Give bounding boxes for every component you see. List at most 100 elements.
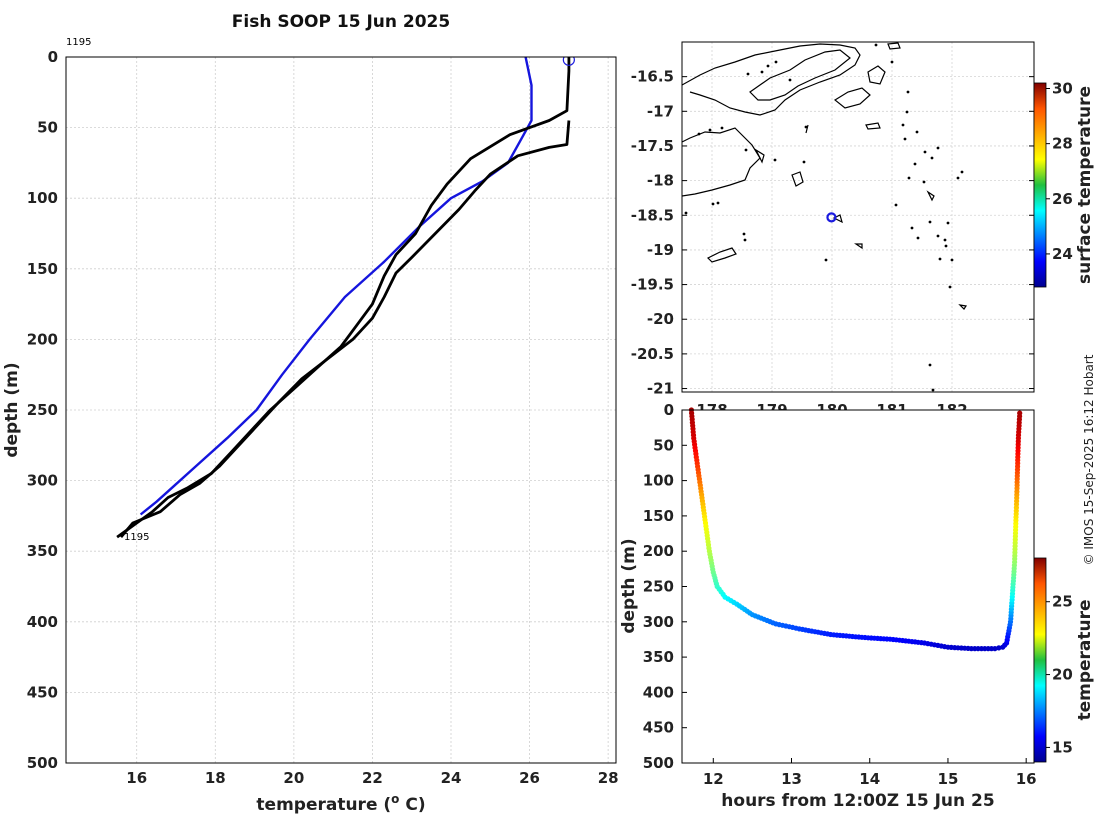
coastline-vanua-levu <box>749 49 851 101</box>
profile-ytick-label: 500 <box>27 754 58 772</box>
small-island <box>684 211 688 215</box>
small-island <box>697 132 701 136</box>
profile-panel: Fish SOOP 15 Jun 2025 16 18 20 22 24 26 280501… <box>2 12 619 815</box>
small-island <box>760 70 764 74</box>
section-ytick-label: 400 <box>643 683 674 701</box>
profile-annotation-bottom: 1195 <box>124 532 149 543</box>
map-colorbar-label: surface temperature <box>1075 86 1095 284</box>
small-island <box>773 158 777 162</box>
small-island <box>903 137 907 141</box>
coastline-kadavu <box>706 247 737 263</box>
map-ytick-label: -18 <box>647 172 674 190</box>
map-colorbar <box>1033 82 1047 288</box>
map-colorbar-tick-label: 30 <box>1052 80 1073 98</box>
profile-lines <box>116 57 575 539</box>
section-colorbar-tick-label: 15 <box>1052 738 1073 756</box>
section-xtick-label: 14 <box>859 770 880 788</box>
small-island <box>946 221 950 225</box>
track-point <box>992 646 998 652</box>
small-island <box>913 162 917 166</box>
map-ytick-label: -19.5 <box>631 276 674 294</box>
profile-xtick-label: 22 <box>362 769 383 787</box>
profile-ytick-label: 100 <box>27 189 58 207</box>
coastline-koro <box>791 171 804 187</box>
small-island <box>766 64 770 68</box>
small-island <box>901 123 905 127</box>
small-island <box>956 176 960 180</box>
profile-ytick-label: 450 <box>27 683 58 701</box>
profile-xtick-label: 28 <box>598 769 619 787</box>
section-colorbar-label: temperature <box>1075 599 1095 720</box>
small-island <box>931 388 935 392</box>
section-ytick-label: 0 <box>664 401 674 419</box>
map-plot-area <box>682 42 1034 392</box>
track-point <box>1017 410 1023 416</box>
chart-title: Fish SOOP 15 Jun 2025 <box>232 12 450 32</box>
profile-annotation-top: 1195 <box>66 37 91 48</box>
profile-ytick-label: 0 <box>48 48 58 66</box>
profile-ytick-label: 300 <box>27 472 58 490</box>
small-island <box>936 234 940 238</box>
small-island <box>874 43 878 47</box>
map-ytick-label: -21 <box>647 380 674 398</box>
section-plot-area <box>682 410 1034 763</box>
small-island <box>742 232 746 236</box>
series-line-climatology <box>139 57 533 516</box>
small-island <box>928 220 932 224</box>
map-colorbar-ticks: 24 26 28 30 <box>1046 80 1073 263</box>
small-island <box>720 126 724 130</box>
track-point <box>996 645 1002 651</box>
section-ticks: 12 13 14 15 16 0 50 100 150 200 250 300 350 400 450 500 <box>643 401 1037 788</box>
small-island <box>743 238 747 242</box>
coastline-vanua-levu-reef <box>682 43 861 116</box>
section-ytick-label: 150 <box>643 507 674 525</box>
section-track <box>688 407 1023 652</box>
coastline-island-a <box>867 65 886 85</box>
map-colorbar-tick-label: 26 <box>1052 190 1073 208</box>
section-xtick-label: 13 <box>781 770 802 788</box>
section-ytick-label: 300 <box>643 613 674 631</box>
coastline-island-g <box>958 304 968 310</box>
small-island <box>944 244 948 248</box>
small-island <box>746 72 750 76</box>
profile-ytick-label: 250 <box>27 401 58 419</box>
map-ytick-label: -17 <box>647 102 674 120</box>
profile-xtick-label: 26 <box>519 769 540 787</box>
map-colorbar-tick-label: 28 <box>1052 135 1073 153</box>
surface-marker <box>562 57 575 66</box>
section-ytick-label: 100 <box>643 472 674 490</box>
small-island <box>943 238 947 242</box>
profile-plot-area <box>66 57 616 763</box>
profile-axes-box <box>65 56 617 764</box>
map-colorbar-tick-label: 24 <box>1052 245 1073 263</box>
small-island <box>708 128 712 132</box>
profile-xtick-label: 18 <box>205 769 226 787</box>
profile-grid <box>66 56 616 764</box>
map-ytick-label: -16.5 <box>631 68 674 86</box>
series-line-profile-down <box>116 57 571 539</box>
profile-xtick-label: 24 <box>441 769 462 787</box>
small-island <box>960 170 964 174</box>
map-coastlines <box>682 42 968 310</box>
profile-ylabel: depth (m) <box>2 362 22 457</box>
small-island <box>950 258 954 262</box>
small-island <box>948 285 952 289</box>
coastline-island-d <box>832 214 843 224</box>
section-ytick-label: 500 <box>643 754 674 772</box>
small-island <box>711 202 715 206</box>
small-island <box>938 257 942 261</box>
section-ytick-label: 50 <box>653 436 674 454</box>
profile-ytick-label: 400 <box>27 613 58 631</box>
section-ytick-label: 350 <box>643 648 674 666</box>
small-island <box>915 130 919 134</box>
small-island <box>788 78 792 82</box>
small-island <box>802 160 806 164</box>
small-island <box>890 60 894 64</box>
coastline-island-c <box>865 122 881 130</box>
map-ytick-label: -19 <box>647 241 674 259</box>
section-ytick-label: 250 <box>643 578 674 596</box>
small-island <box>716 201 720 205</box>
credit-text: © IMOS 15-Sep-2025 16:12 Hobart <box>1082 354 1096 565</box>
map-panel: -16.5 -17 -17.5 -18 -18.5 -19 -19.5 -20 -20.5 -21… <box>631 41 1095 419</box>
coastline-island-b <box>887 42 901 50</box>
